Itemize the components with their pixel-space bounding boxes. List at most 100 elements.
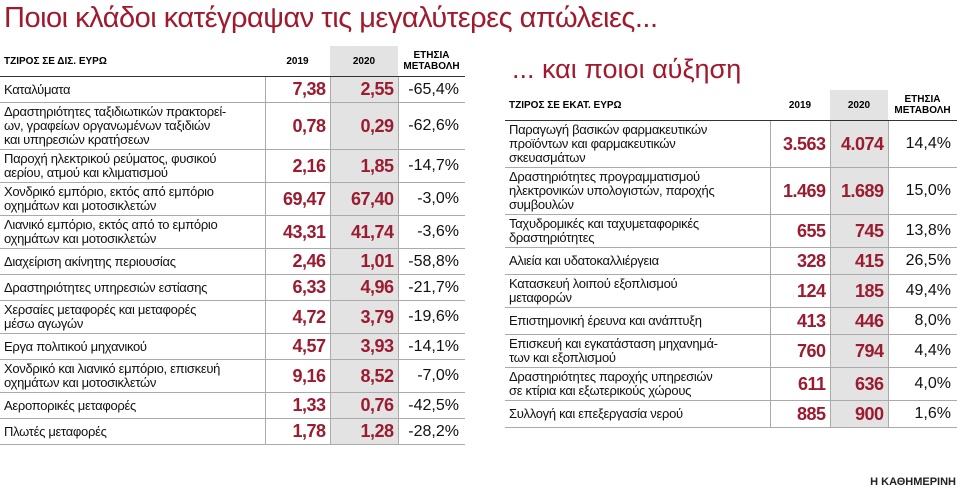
column-header: ΕΤΗΣΙΑ ΜΕΤΑΒΟΛΗ bbox=[888, 90, 957, 121]
row: Χονδρικό και λιανικό εμπόριο, επισκευή ο… bbox=[0, 359, 465, 393]
cell: 2,16 bbox=[264, 149, 330, 183]
cell: 69,47 bbox=[264, 182, 330, 216]
sector-name: Δραστηριότητες παροχής υπηρεσιών σε κτίρ… bbox=[505, 367, 770, 401]
cell: 6,33 bbox=[264, 274, 330, 301]
cell: -28,2% bbox=[397, 418, 465, 445]
row: Καταλύματα 7,38 2,55 -65,4% bbox=[0, 76, 465, 103]
cell: 3,93 bbox=[329, 333, 398, 360]
cell: 8,52 bbox=[329, 359, 398, 393]
sector-name: Χονδρικό εμπόριο, εκτός από εμπόριο οχημ… bbox=[0, 182, 265, 216]
cell: 1,85 bbox=[329, 149, 398, 183]
row: Πλωτές μεταφορές 1,78 1,28 -28,2% bbox=[0, 418, 465, 445]
title: Ποιοι κλάδοι κατέγραψαν τις μεγαλύτερες … bbox=[4, 2, 658, 34]
row: Επιστημονική έρευνα και ανάπτυξη 413 446 8,… bbox=[505, 307, 957, 335]
cell: 26,5% bbox=[887, 247, 957, 275]
column-header: ΕΤΗΣΙΑ ΜΕΤΑΒΟΛΗ bbox=[398, 46, 465, 77]
column-header: ΤΖΙΡΟΣ ΣΕ ΔΙΣ. ΕΥΡΩ bbox=[0, 46, 265, 77]
cell: 745 bbox=[829, 214, 888, 248]
sector-name: Πλωτές μεταφορές bbox=[0, 418, 265, 445]
cell: -19,6% bbox=[397, 300, 465, 334]
cell: 2,55 bbox=[329, 76, 398, 103]
cell: 124 bbox=[769, 274, 830, 308]
column-header: 2020 bbox=[330, 46, 398, 77]
cell: 7,38 bbox=[264, 76, 330, 103]
cell: 49,4% bbox=[887, 274, 957, 308]
cell: 328 bbox=[769, 247, 830, 275]
subtitle: ... και ποιοι αύξηση bbox=[512, 54, 742, 84]
cell: -62,6% bbox=[397, 102, 465, 150]
sector-name: Αλιεία και υδατοκαλλιέργεια bbox=[505, 247, 770, 275]
cell: 2,46 bbox=[264, 248, 330, 275]
header-row: ΤΖΙΡΟΣ ΣΕ ΕΚΑΤ. ΕΥΡΩ 2019 2020 ΕΤΗΣΙΑ ΜΕΤΑΒ… bbox=[505, 90, 957, 121]
cell: -58,8% bbox=[397, 248, 465, 275]
row: Αλιεία και υδατοκαλλιέργεια 328 415 26,5% bbox=[505, 247, 957, 275]
header-row: ΤΖΙΡΟΣ ΣΕ ΔΙΣ. ΕΥΡΩ 2019 2020 ΕΤΗΣΙΑ ΜΕΤΑΒΟ… bbox=[0, 46, 465, 77]
row: Διαχείριση ακίνητης περιουσίας 2,46 1,01 -5… bbox=[0, 248, 465, 275]
cell: -3,6% bbox=[397, 215, 465, 249]
row: Δραστηριότητες προγραμματισμού ηλεκτρονι… bbox=[505, 167, 957, 215]
row: Εργα πολιτικού μηχανικού 4,57 3,93 -14,1% bbox=[0, 333, 465, 360]
cell: 611 bbox=[769, 367, 830, 401]
left-table: ΤΖΙΡΟΣ ΣΕ ΔΙΣ. ΕΥΡΩ 2019 2020 ΕΤΗΣΙΑ ΜΕΤΑΒΟ… bbox=[0, 46, 465, 445]
cell: 3,79 bbox=[329, 300, 398, 334]
row: Επισκευή και εγκατάσταση μηχανημά- των κ… bbox=[505, 334, 957, 368]
row: Δραστηριότητες παροχής υπηρεσιών σε κτίρ… bbox=[505, 367, 957, 401]
cell: 446 bbox=[829, 307, 888, 335]
row: Αεροπορικές μεταφορές 1,33 0,76 -42,5% bbox=[0, 392, 465, 419]
cell: 1,33 bbox=[264, 392, 330, 419]
sector-name: Διαχείριση ακίνητης περιουσίας bbox=[0, 248, 265, 275]
cell: 0,78 bbox=[264, 102, 330, 150]
column-header: 2019 bbox=[265, 46, 330, 77]
cell: 1,01 bbox=[329, 248, 398, 275]
sector-name: Εργα πολιτικού μηχανικού bbox=[0, 333, 265, 360]
cell: 4,0% bbox=[887, 367, 957, 401]
cell: 885 bbox=[769, 400, 830, 428]
sector-name: Ταχυδρομικές και ταχυμεταφορικές δραστηρ… bbox=[505, 214, 770, 248]
source: Η ΚΑΘΗΜΕΡΙΝΗ bbox=[870, 476, 956, 488]
sector-name: Αεροπορικές μεταφορές bbox=[0, 392, 265, 419]
sector-name: Παραγωγή βασικών φαρμακευτικών προϊόντων… bbox=[505, 120, 770, 168]
sector-name: Χερσαίες μεταφορές και μεταφορές μέσω αγ… bbox=[0, 300, 265, 334]
cell: 4,57 bbox=[264, 333, 330, 360]
cell: 9,16 bbox=[264, 359, 330, 393]
cell: -14,1% bbox=[397, 333, 465, 360]
cell: 4.074 bbox=[829, 120, 888, 168]
cell: 41,74 bbox=[329, 215, 398, 249]
sector-name: Δραστηριότητες ταξιδιωτικών πρακτορεί- ω… bbox=[0, 102, 265, 150]
cell: -42,5% bbox=[397, 392, 465, 419]
cell: 900 bbox=[829, 400, 888, 428]
cell: 1.469 bbox=[769, 167, 830, 215]
sector-name: Επισκευή και εγκατάσταση μηχανημά- των κ… bbox=[505, 334, 770, 368]
cell: 43,31 bbox=[264, 215, 330, 249]
cell: -65,4% bbox=[397, 76, 465, 103]
cell: 1,78 bbox=[264, 418, 330, 445]
sector-name: Δραστηριότητες υπηρεσιών εστίασης bbox=[0, 274, 265, 301]
cell: 8,0% bbox=[887, 307, 957, 335]
cell: 4,72 bbox=[264, 300, 330, 334]
sector-name: Δραστηριότητες προγραμματισμού ηλεκτρονι… bbox=[505, 167, 770, 215]
cell: 4,4% bbox=[887, 334, 957, 368]
cell: 3.563 bbox=[769, 120, 830, 168]
sector-name: Παροχή ηλεκτρικού ρεύματος, φυσικού αερί… bbox=[0, 149, 265, 183]
row: Δραστηριότητες υπηρεσιών εστίασης 6,33 4,9… bbox=[0, 274, 465, 301]
cell: -7,0% bbox=[397, 359, 465, 393]
row: Συλλογή και επεξεργασία νερού 885 900 1,6% bbox=[505, 400, 957, 428]
cell: 1,6% bbox=[887, 400, 957, 428]
cell: 1,28 bbox=[329, 418, 398, 445]
cell: -21,7% bbox=[397, 274, 465, 301]
row: Λιανικό εμπόριο, εκτός από το εμπόριο οχ… bbox=[0, 215, 465, 249]
sector-name: Λιανικό εμπόριο, εκτός από το εμπόριο οχ… bbox=[0, 215, 265, 249]
cell: 185 bbox=[829, 274, 888, 308]
cell: 415 bbox=[829, 247, 888, 275]
cell: -14,7% bbox=[397, 149, 465, 183]
row: Δραστηριότητες ταξιδιωτικών πρακτορεί- ω… bbox=[0, 102, 465, 150]
column-header: ΤΖΙΡΟΣ ΣΕ ΕΚΑΤ. ΕΥΡΩ bbox=[505, 90, 770, 121]
cell: 67,40 bbox=[329, 182, 398, 216]
sector-name: Χονδρικό και λιανικό εμπόριο, επισκευή ο… bbox=[0, 359, 265, 393]
cell: -3,0% bbox=[397, 182, 465, 216]
row: Παραγωγή βασικών φαρμακευτικών προϊόντων… bbox=[505, 120, 957, 168]
sector-name: Καταλύματα bbox=[0, 76, 265, 103]
cell: 655 bbox=[769, 214, 830, 248]
cell: 794 bbox=[829, 334, 888, 368]
row: Χονδρικό εμπόριο, εκτός από εμπόριο οχημ… bbox=[0, 182, 465, 216]
